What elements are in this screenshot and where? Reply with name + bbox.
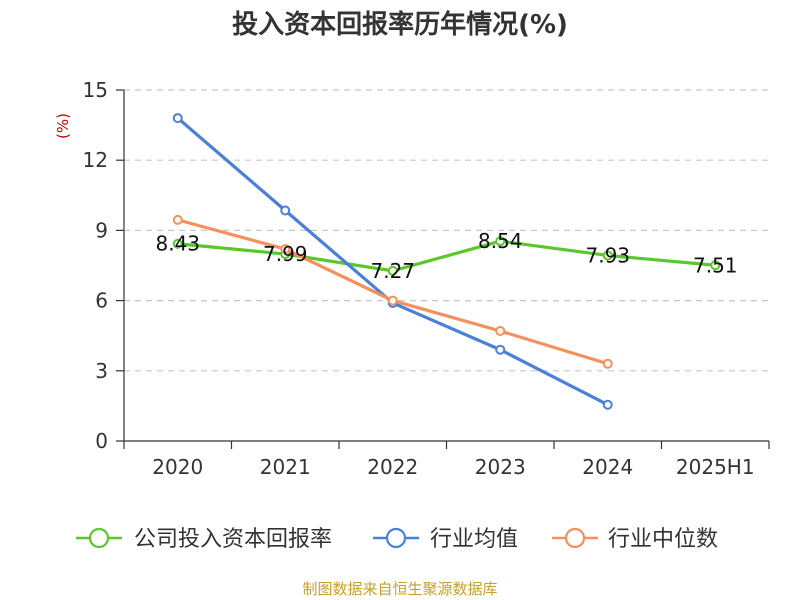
source-note: 制图数据来自恒生聚源数据库 [302, 580, 497, 598]
legend-label: 行业均值 [430, 527, 518, 552]
y-tick-label: 15 [83, 78, 108, 102]
series-line [176, 239, 717, 273]
legend-marker [564, 527, 586, 549]
data-point [387, 295, 398, 306]
chart-title: 投入资本回报率历年情况(%) [232, 9, 568, 40]
data-point [602, 250, 613, 261]
data-labels: 8.43 7.99 7.27 8.54 7.93 7.51 [155, 229, 737, 283]
y-axis-label: (%) [54, 113, 72, 139]
y-tick-label: 6 [95, 289, 108, 313]
data-label: 7.51 [693, 253, 738, 277]
data-point [172, 238, 183, 249]
y-tick-label: 9 [95, 218, 108, 242]
x-tick-label: 2023 [475, 455, 526, 479]
data-label: 8.54 [478, 229, 523, 253]
axes: 0 3 6 9 12 15 2020 2021 2022 2023 2024 2025H1 [83, 78, 770, 479]
data-point [387, 265, 398, 276]
data-label: 8.43 [155, 232, 200, 256]
x-tick-label: 2024 [582, 455, 633, 479]
y-tick-label: 0 [95, 429, 108, 453]
data-point [495, 326, 506, 337]
data-label: 7.27 [370, 259, 415, 283]
data-point [280, 244, 291, 255]
x-tick-label: 2021 [260, 455, 311, 479]
grid-lines [124, 89, 769, 372]
y-tick-label: 12 [83, 148, 108, 172]
legend-marker [385, 527, 407, 549]
data-label: 7.93 [585, 243, 630, 267]
legend: 公司投入资本回报率 行业均值 行业中位数 [76, 527, 718, 552]
x-tick-label: 2020 [152, 455, 203, 479]
legend-marker [88, 527, 110, 549]
data-point [280, 205, 291, 216]
series-line [176, 218, 610, 366]
data-point [495, 236, 506, 247]
legend-label: 行业中位数 [608, 527, 718, 552]
data-point [602, 399, 613, 410]
data-point [495, 344, 506, 355]
legend-label: 公司投入资本回报率 [134, 527, 332, 552]
data-point [602, 358, 613, 369]
data-point [710, 260, 721, 271]
y-tick-label: 3 [95, 359, 108, 383]
x-tick-label: 2025H1 [676, 455, 755, 479]
series-lines [172, 113, 721, 410]
data-point [172, 113, 183, 124]
data-point [172, 214, 183, 225]
data-label: 7.99 [263, 242, 308, 266]
x-tick-label: 2022 [367, 455, 418, 479]
